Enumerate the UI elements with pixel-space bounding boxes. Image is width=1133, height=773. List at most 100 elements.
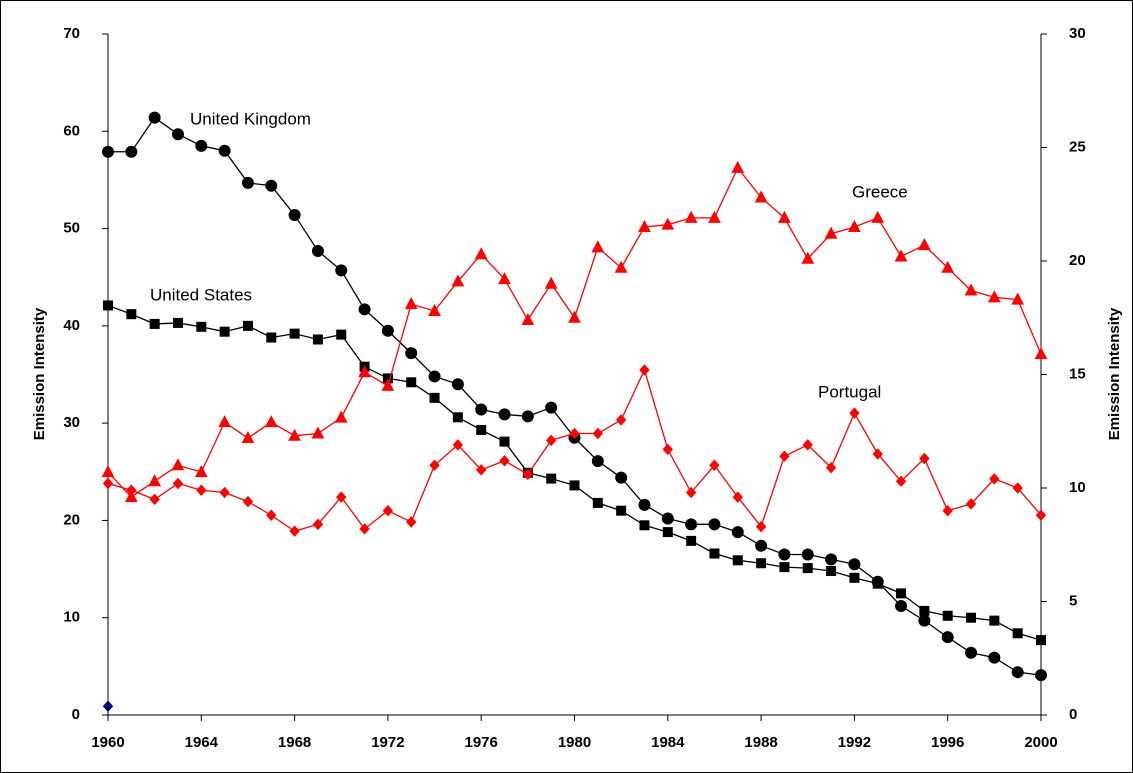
marker xyxy=(405,347,418,360)
marker xyxy=(731,160,745,173)
marker xyxy=(288,208,301,221)
marker xyxy=(428,303,441,316)
marker xyxy=(264,415,278,428)
x-tick-label: 1968 xyxy=(278,734,311,751)
marker xyxy=(1036,635,1046,646)
marker xyxy=(801,548,814,561)
y-tick-label: 40 xyxy=(63,317,80,334)
marker xyxy=(334,410,348,423)
x-tick-label: 1976 xyxy=(465,734,498,751)
marker xyxy=(616,505,627,516)
marker xyxy=(615,471,628,484)
x-tick-label: 1996 xyxy=(931,734,964,751)
marker xyxy=(1012,628,1023,639)
marker xyxy=(684,210,698,223)
marker xyxy=(499,436,510,447)
marker xyxy=(896,588,907,599)
marker xyxy=(802,563,813,574)
marker xyxy=(919,605,930,616)
marker xyxy=(521,312,535,326)
marker xyxy=(941,631,954,644)
y2-tick-label: 15 xyxy=(1069,365,1086,382)
marker xyxy=(824,226,838,239)
marker xyxy=(755,539,768,552)
marker xyxy=(615,414,627,426)
marker xyxy=(709,548,720,559)
marker xyxy=(311,244,324,257)
marker xyxy=(731,526,744,539)
series-label: United Kingdom xyxy=(190,109,311,128)
marker xyxy=(171,128,184,141)
marker xyxy=(266,509,277,521)
marker xyxy=(126,484,137,497)
marker xyxy=(474,247,488,260)
marker xyxy=(195,139,208,152)
marker xyxy=(522,468,534,481)
marker xyxy=(802,439,813,451)
marker xyxy=(476,464,487,476)
marker xyxy=(429,459,440,472)
y2-tick-label: 25 xyxy=(1069,138,1086,155)
marker xyxy=(661,512,674,525)
y-tick-label: 10 xyxy=(63,609,80,626)
x-tick-label: 1992 xyxy=(838,734,871,751)
marker xyxy=(732,555,743,566)
marker xyxy=(172,317,183,328)
marker xyxy=(825,461,837,474)
marker xyxy=(988,290,1001,303)
marker xyxy=(289,328,300,339)
marker xyxy=(498,408,511,421)
marker xyxy=(544,276,558,289)
marker xyxy=(451,378,464,391)
marker xyxy=(1012,482,1023,494)
marker xyxy=(825,553,838,566)
marker xyxy=(521,410,534,423)
x-tick-label: 1972 xyxy=(371,734,404,751)
marker xyxy=(709,459,720,472)
marker xyxy=(638,498,651,511)
marker xyxy=(1035,669,1047,682)
marker xyxy=(218,415,231,428)
marker xyxy=(242,495,254,508)
marker xyxy=(966,612,977,623)
marker xyxy=(569,480,580,491)
marker xyxy=(148,474,161,487)
marker xyxy=(452,412,463,423)
y2-tick-label: 10 xyxy=(1069,479,1086,496)
marker xyxy=(219,486,230,499)
marker xyxy=(685,486,697,499)
y-tick-label: 20 xyxy=(63,511,80,528)
marker xyxy=(778,210,791,223)
marker xyxy=(219,326,230,337)
marker xyxy=(895,600,908,613)
marker xyxy=(988,651,1001,664)
y-tick-label: 60 xyxy=(63,122,80,139)
x-tick-label: 1980 xyxy=(558,734,591,751)
marker xyxy=(476,424,487,435)
marker xyxy=(103,300,113,311)
series-label: Greece xyxy=(852,182,908,201)
x-tick-label: 1984 xyxy=(651,734,685,751)
marker xyxy=(126,309,137,320)
marker xyxy=(872,448,883,460)
x-tick-label: 1988 xyxy=(744,734,777,751)
marker xyxy=(194,465,208,478)
marker xyxy=(101,465,115,478)
marker xyxy=(592,497,603,508)
marker xyxy=(965,498,977,510)
marker xyxy=(102,700,114,712)
marker xyxy=(429,392,440,403)
marker xyxy=(989,473,1000,485)
marker xyxy=(919,452,930,465)
marker xyxy=(242,320,253,331)
marker xyxy=(498,272,511,285)
marker xyxy=(359,523,370,535)
marker xyxy=(124,490,138,503)
marker xyxy=(662,443,673,456)
marker xyxy=(592,427,603,440)
marker xyxy=(266,332,277,343)
marker xyxy=(381,378,395,391)
marker xyxy=(848,558,861,571)
marker xyxy=(639,520,650,531)
